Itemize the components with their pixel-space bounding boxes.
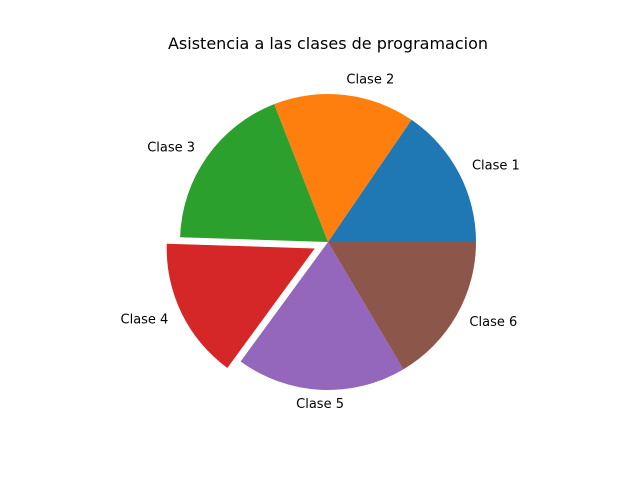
pie-slice-4 xyxy=(166,243,315,368)
pie-label-6: Clase 6 xyxy=(469,315,517,330)
pie-slice-3 xyxy=(180,104,328,243)
pie-slice-1 xyxy=(328,119,476,242)
pie-label-2: Clase 2 xyxy=(346,73,394,88)
pie-slice-2 xyxy=(274,93,412,242)
pie-labels: Clase 1 Clase 2 Clase 3 Clase 4 Clase 5 Clase… xyxy=(121,73,520,412)
pie-label-5: Clase 5 xyxy=(296,397,344,412)
pie-label-4: Clase 4 xyxy=(121,312,169,327)
pie-label-3: Clase 3 xyxy=(147,141,195,156)
pie-slice-5 xyxy=(240,242,404,391)
chart-title: Asistencia a las clases de programacion xyxy=(168,34,488,53)
pie-slice-6 xyxy=(328,242,476,370)
pie-slices xyxy=(166,93,476,391)
pie-label-1: Clase 1 xyxy=(472,158,520,173)
